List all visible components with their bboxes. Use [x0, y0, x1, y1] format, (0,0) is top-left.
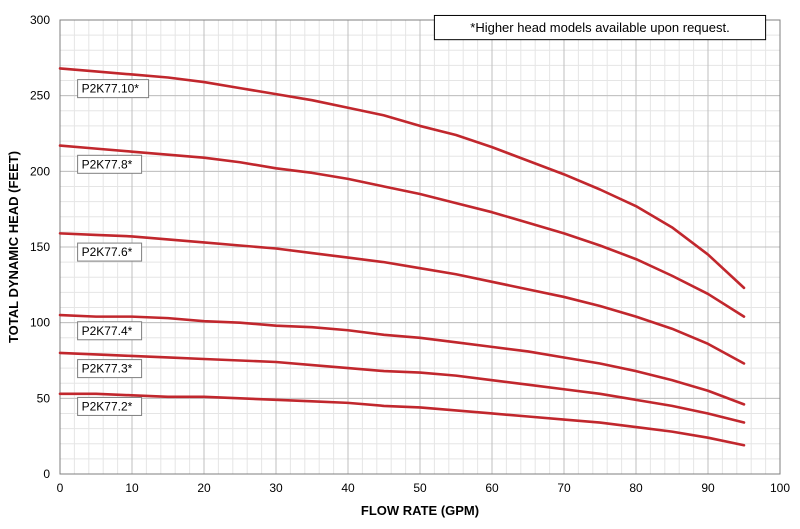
series-label: P2K77.4* — [78, 322, 142, 340]
x-tick-label: 50 — [413, 481, 427, 495]
y-tick-label: 100 — [30, 316, 50, 330]
series-label: P2K77.2* — [78, 397, 142, 415]
x-tick-label: 100 — [770, 481, 790, 495]
x-tick-label: 70 — [557, 481, 571, 495]
x-axis-title: FLOW RATE (GPM) — [361, 503, 479, 518]
x-tick-label: 0 — [57, 481, 64, 495]
svg-text:P2K77.4*: P2K77.4* — [82, 324, 133, 338]
svg-text:P2K77.10*: P2K77.10* — [82, 82, 140, 96]
y-tick-label: 200 — [30, 164, 50, 178]
y-axis-title: TOTAL DYNAMIC HEAD (FEET) — [6, 151, 21, 343]
x-tick-label: 40 — [341, 481, 355, 495]
chart-svg: P2K77.10* P2K77.8* P2K77.6* P2K77.4* P2K77.3… — [0, 0, 800, 529]
y-tick-label: 300 — [30, 13, 50, 27]
series-label: P2K77.10* — [78, 80, 149, 98]
x-tick-label: 80 — [629, 481, 643, 495]
note-box: *Higher head models available upon reque… — [434, 15, 765, 39]
svg-text:P2K77.8*: P2K77.8* — [82, 157, 133, 171]
y-tick-label: 150 — [30, 240, 50, 254]
svg-text:P2K77.2*: P2K77.2* — [82, 399, 133, 413]
note-text: *Higher head models available upon reque… — [470, 20, 729, 35]
pump-curve-chart: P2K77.10* P2K77.8* P2K77.6* P2K77.4* P2K77.3… — [0, 0, 800, 529]
y-tick-label: 50 — [37, 391, 51, 405]
series-label: P2K77.6* — [78, 243, 142, 261]
y-tick-label: 250 — [30, 89, 50, 103]
series-label: P2K77.3* — [78, 360, 142, 378]
x-tick-label: 30 — [269, 481, 283, 495]
svg-text:P2K77.3*: P2K77.3* — [82, 362, 133, 376]
y-tick-label: 0 — [43, 467, 50, 481]
x-tick-label: 60 — [485, 481, 499, 495]
x-tick-label: 90 — [701, 481, 715, 495]
x-tick-label: 20 — [197, 481, 211, 495]
svg-text:P2K77.6*: P2K77.6* — [82, 245, 133, 259]
x-tick-label: 10 — [125, 481, 139, 495]
series-label: P2K77.8* — [78, 155, 142, 173]
